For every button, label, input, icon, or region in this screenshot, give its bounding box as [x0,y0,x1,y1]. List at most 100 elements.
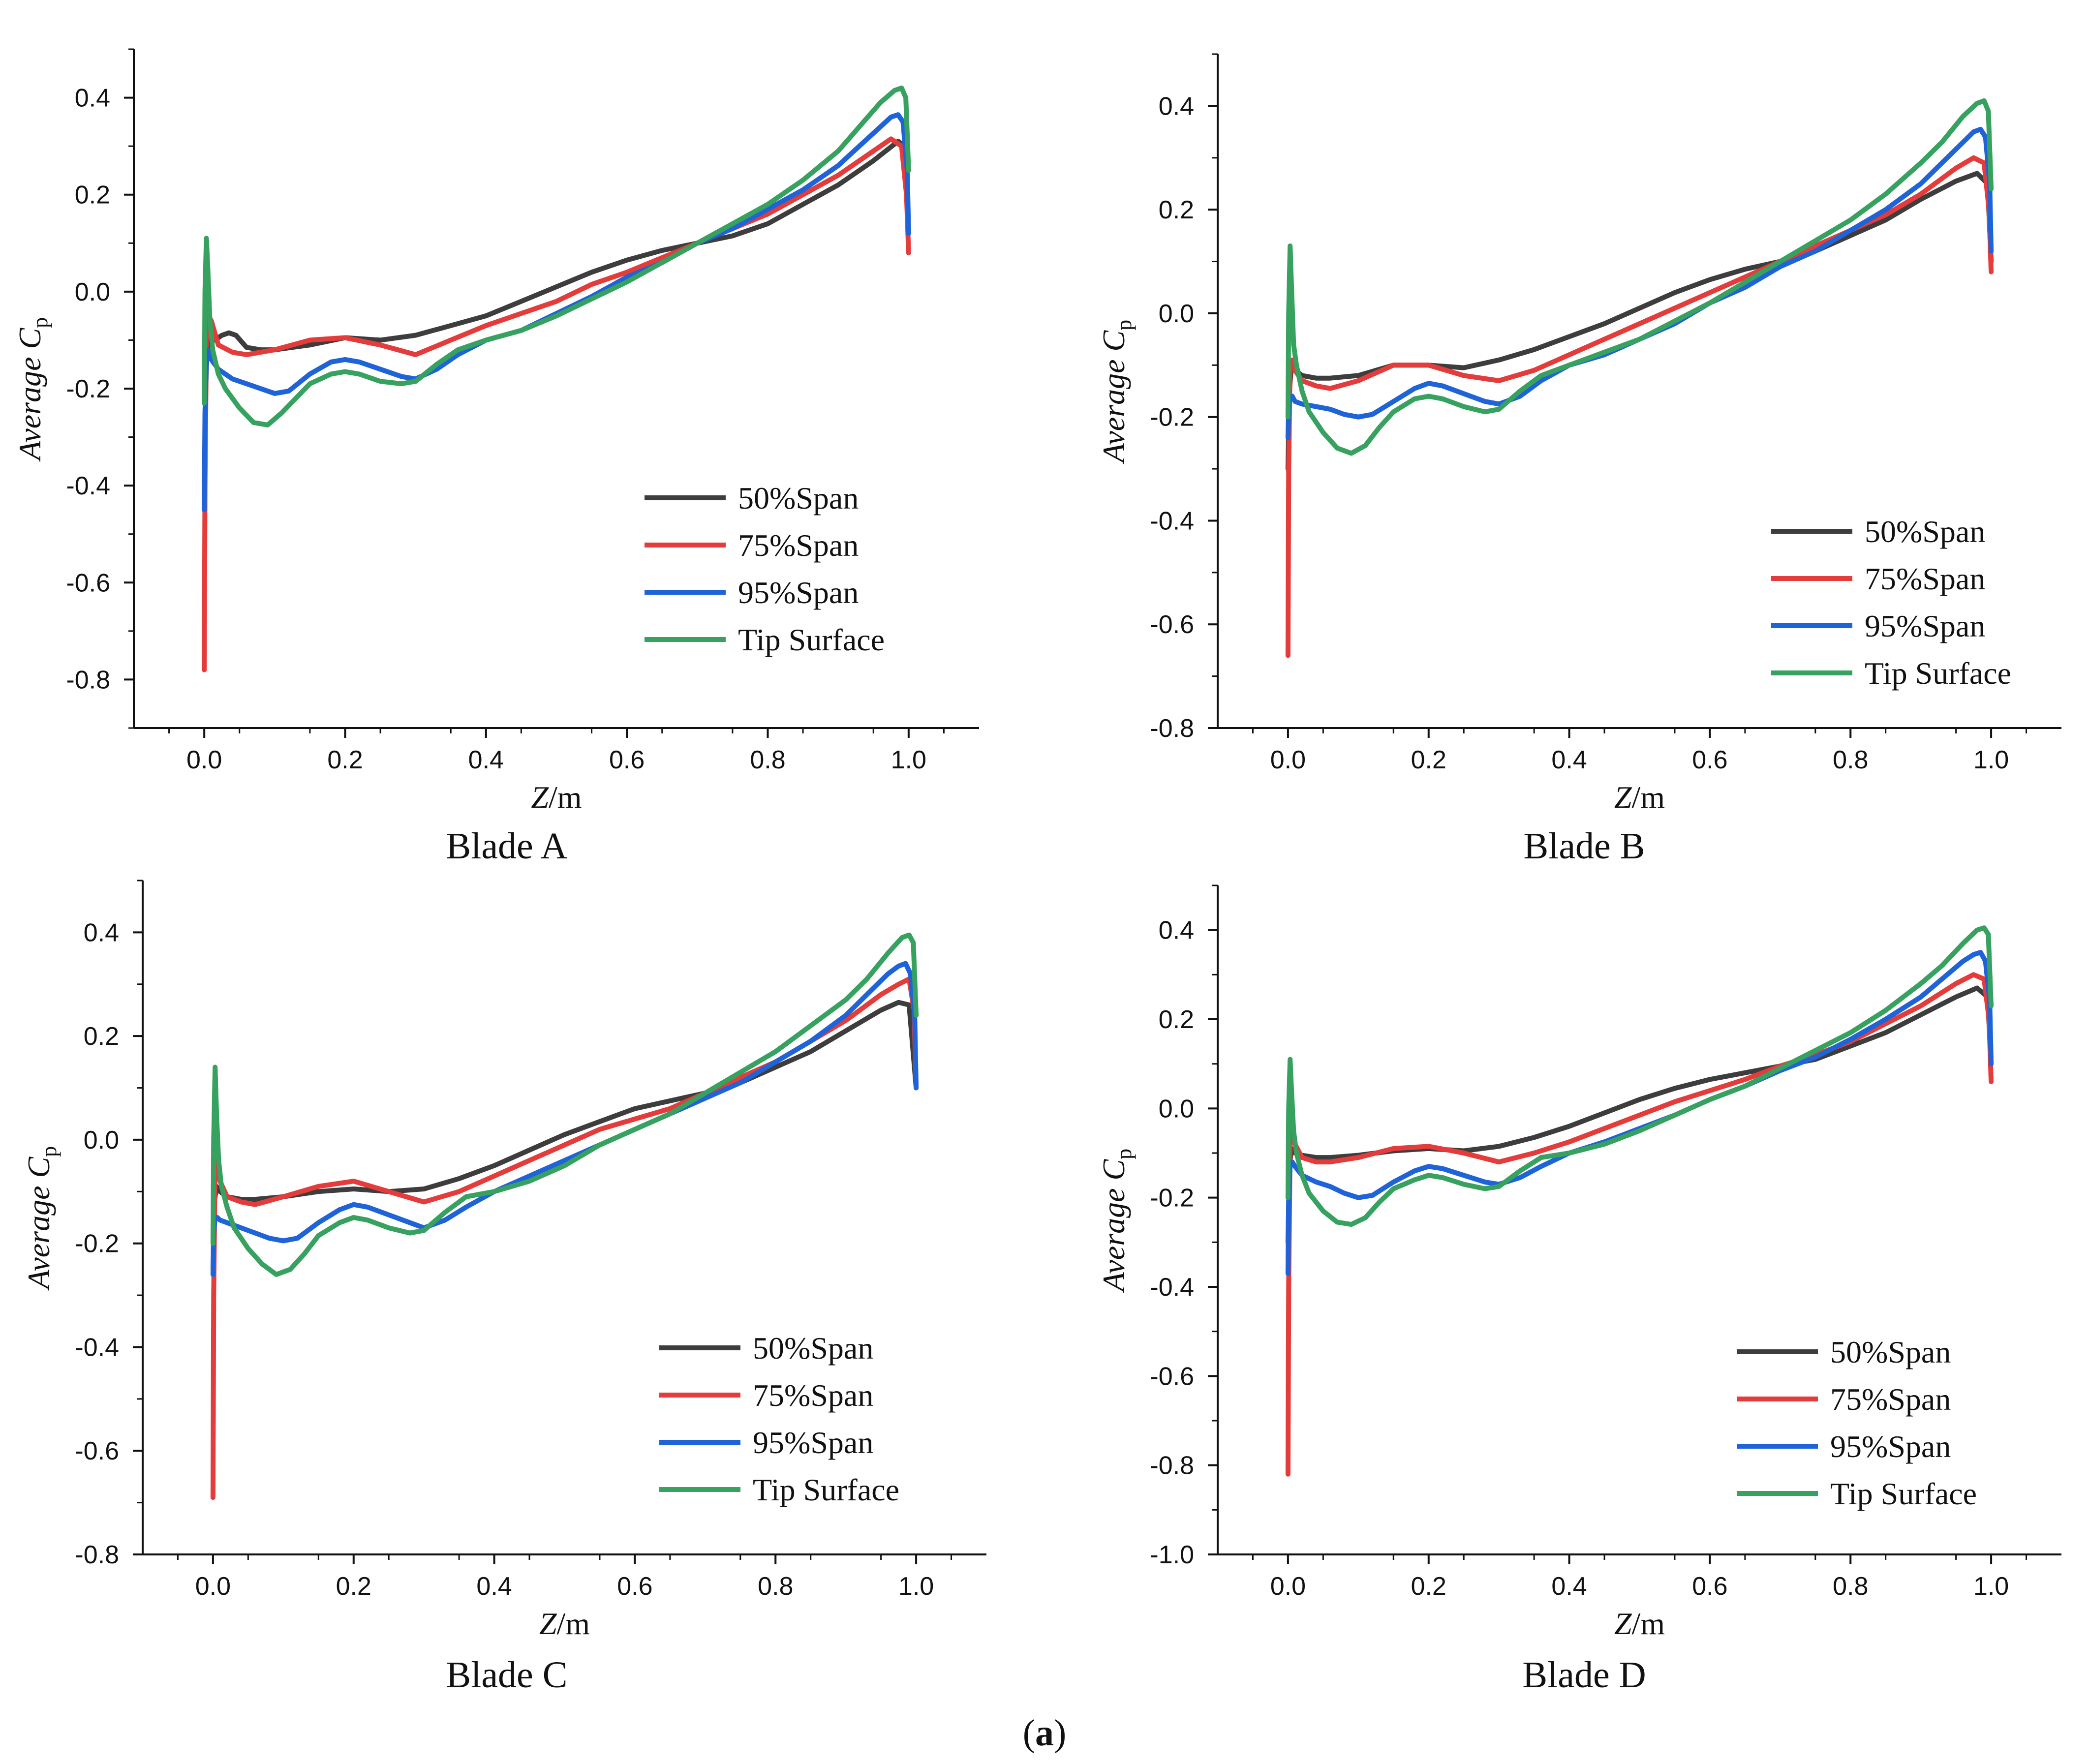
y-tick-label: -0.2 [1150,1184,1194,1213]
series-line-tip-surface [210,932,919,1277]
x-tick-label: 0.2 [327,746,363,774]
legend-label-tip-surface: Tip Surface [1830,1476,1977,1511]
x-axis-title: Z/m [1614,780,1665,815]
y-tick-label: 0.4 [84,918,119,947]
figure-label: (a) [1023,1712,1067,1754]
legend: 50%Span 75%Span 95%Span Tip Surface [1737,1335,1977,1511]
y-axis-title: Average Cp [1096,1149,1136,1293]
y-tick-label: -0.4 [1150,1273,1194,1302]
x-tick-label: 0.4 [1551,1572,1587,1601]
panel-blade-d: 0.0 0.2 0.4 0.6 0.8 1.0 0.4 0.2 0.0 -0.2 -0.4 -0.6 -… [1096,884,2061,1696]
x-tick-label: 1.0 [898,1572,934,1601]
y-tick-label: 0.0 [1159,300,1194,328]
y-tick-label: -0.8 [75,1541,119,1569]
x-tick-label: 1.0 [891,746,926,774]
x-tick-label: 0.2 [1411,1572,1446,1601]
panel-blade-c: 0.0 0.2 0.4 0.6 0.8 1.0 0.4 0.2 0.0 -0.2 -0.4 -0.6 -… [21,880,986,1696]
y-tick-label: -0.8 [66,666,110,694]
x-tick-label: 0.8 [750,746,785,774]
y-axis-title: Average Cp [1096,320,1136,464]
y-tick-label: 0.0 [1159,1095,1194,1123]
legend-label-95-span: 95%Span [738,575,859,610]
y-tick-label: -0.6 [75,1437,119,1465]
y-tick-label: 0.2 [1159,196,1194,224]
series-line-tip-surface [202,85,911,427]
legend-label-50-span: 50%Span [1830,1335,1951,1369]
series-line-95-span [1285,950,1994,1276]
legend-label-50-span: 50%Span [1865,514,1985,549]
series-line-75-span [1285,972,1994,1477]
x-axis-title: Z/m [539,1606,590,1641]
series-line-tip-surface [1285,98,1994,456]
series-line-tip-surface [1285,925,1994,1227]
y-tick-label: -0.6 [66,569,110,597]
legend-label-95-span: 95%Span [1865,608,1985,643]
x-tick-label: 0.2 [1411,746,1446,774]
y-tick-label: 0.4 [1159,92,1194,121]
y-tick-label: -0.6 [1150,1362,1194,1391]
legend: 50%Span 75%Span 95%Span Tip Surface [659,1331,899,1507]
x-tick-label: 0.8 [1833,746,1868,774]
y-tick-label: 0.4 [1159,916,1194,945]
panel-title: Blade A [446,825,568,867]
y-tick-label: -0.2 [75,1230,119,1258]
y-tick-label: -0.2 [1150,403,1194,432]
legend-label-95-span: 95%Span [1830,1429,1951,1464]
legend-label-tip-surface: Tip Surface [738,622,885,657]
y-tick-label: 0.2 [75,181,110,210]
series-line-50-span [1285,985,1994,1245]
legend-label-50-span: 50%Span [753,1331,873,1366]
y-tick-label: -0.2 [66,375,110,403]
x-tick-label: 0.6 [1692,746,1727,774]
x-tick-label: 0.0 [1270,746,1306,774]
legend-label-75-span: 75%Span [1865,561,1985,596]
x-tick-label: 0.6 [1692,1572,1727,1601]
x-tick-label: 0.6 [609,746,645,774]
series-line-75-span [202,136,911,672]
panel-blade-a: 0.0 0.2 0.4 0.6 0.8 1.0 0.4 0.2 0.0 -0.2 -0.4 -0.6 -… [12,48,979,867]
series-line-50-span [1285,171,1994,472]
y-tick-label: -0.8 [1150,714,1194,743]
y-tick-label: -0.4 [66,472,110,500]
x-tick-label: 1.0 [1973,1572,2009,1601]
x-tick-label: 0.0 [186,746,222,774]
legend-label-50-span: 50%Span [738,481,859,516]
legend-label-tip-surface: Tip Surface [753,1472,899,1507]
x-tick-label: 1.0 [1973,746,2009,774]
y-tick-label: -0.4 [1150,507,1194,535]
y-tick-label: -1.0 [1150,1541,1194,1569]
x-tick-label: 0.4 [1551,746,1587,774]
panel-title: Blade D [1522,1654,1646,1696]
x-tick-label: 0.4 [468,746,504,774]
legend-label-75-span: 75%Span [738,528,859,563]
panel-blade-b: 0.0 0.2 0.4 0.6 0.8 1.0 0.4 0.2 0.0 -0.2 -0.4 -0.6 -… [1096,53,2061,867]
y-tick-label: -0.8 [1150,1452,1194,1480]
legend: 50%Span 75%Span 95%Span Tip Surface [645,481,885,657]
y-axis-title: Average Cp [12,317,52,462]
series-line-95-span [202,112,911,513]
y-tick-label: -0.6 [1150,610,1194,639]
panel-title: Blade B [1524,825,1645,867]
x-tick-label: 0.8 [758,1572,793,1601]
x-tick-label: 0.8 [1833,1572,1868,1601]
x-tick-label: 0.4 [476,1572,512,1601]
x-tick-label: 0.2 [336,1572,371,1601]
y-tick-label: 0.0 [75,278,110,306]
legend-label-75-span: 75%Span [1830,1382,1951,1417]
series-line-50-span [202,139,911,488]
y-tick-label: -0.4 [75,1333,119,1362]
series-line-95-span [210,961,919,1277]
legend-label-95-span: 95%Span [753,1425,873,1460]
x-tick-label: 0.0 [1270,1572,1306,1601]
x-axis-title: Z/m [531,780,582,815]
x-tick-label: 0.0 [195,1572,231,1601]
y-tick-label: 0.4 [75,84,110,113]
y-tick-label: 0.2 [84,1022,119,1051]
panel-title: Blade C [446,1654,568,1696]
legend-label-75-span: 75%Span [753,1378,873,1413]
legend-label-tip-surface: Tip Surface [1865,656,2011,691]
y-axis-title: Average Cp [21,1146,61,1291]
y-tick-label: 0.0 [84,1126,119,1155]
y-tick-label: 0.2 [1159,1005,1194,1034]
